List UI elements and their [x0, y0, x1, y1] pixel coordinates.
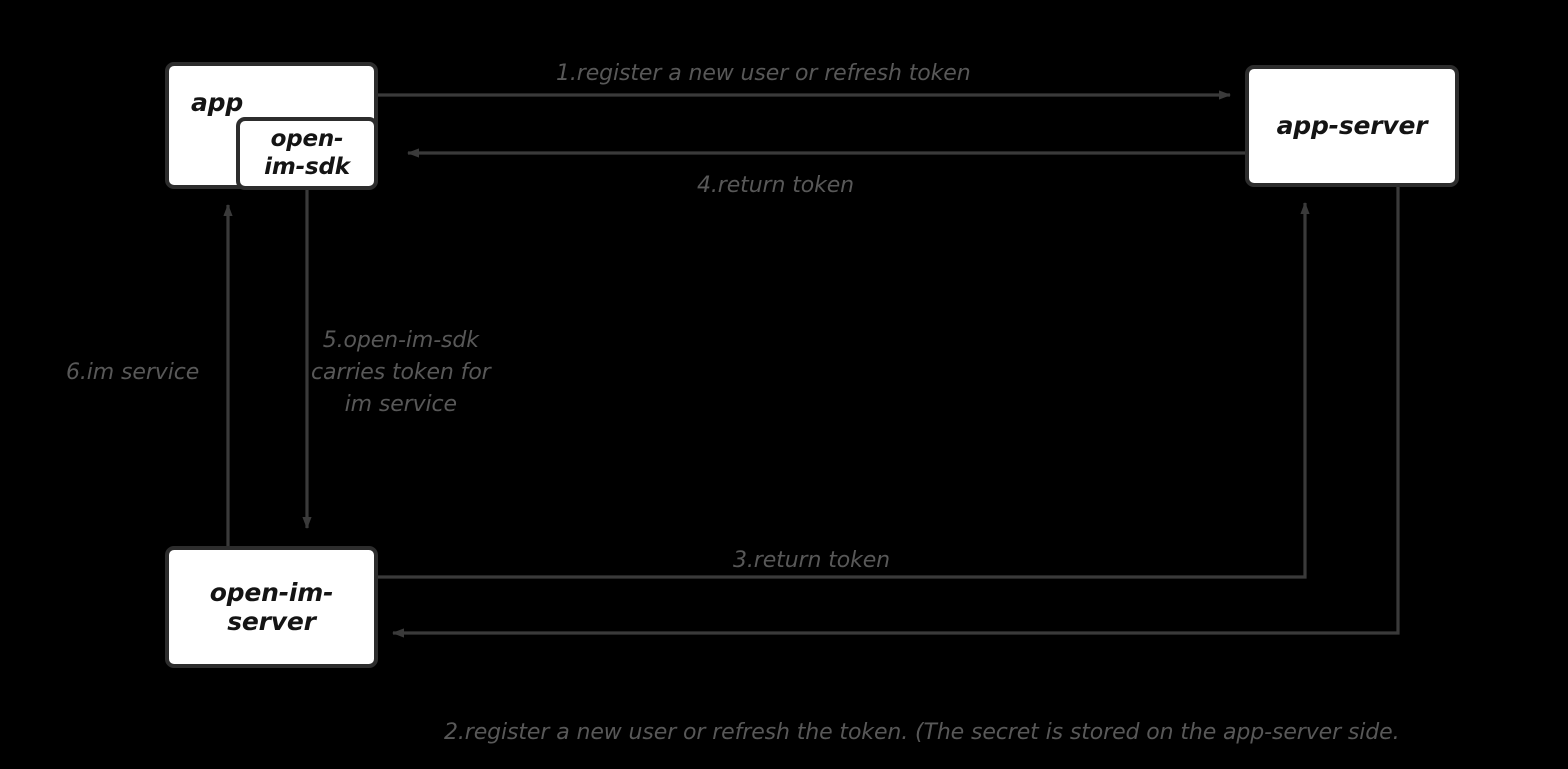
node-open-im-server-label: open-im- server	[209, 577, 334, 637]
edge-label-2-line-1: 2.register a new user or refresh the tok…	[444, 720, 1400, 746]
node-open-im-sdk[interactable]: open- im-sdk	[236, 117, 378, 190]
node-app-server[interactable]: app-server	[1245, 65, 1459, 187]
node-open-im-sdk-label: open- im-sdk	[264, 126, 350, 180]
edge-label-3-return-token: 3.return token	[733, 548, 891, 573]
node-app-server-label: app-server	[1276, 111, 1428, 141]
edge-label-4-return-token: 4.return token	[697, 173, 855, 198]
edge-2-register-line	[392, 187, 1400, 638]
edge-label-6-im-service: 6.im service	[66, 360, 200, 385]
node-app-label: app	[191, 88, 244, 117]
edge-label-5-sdk-carries-token: 5.open-im-sdk carries token for im servi…	[311, 328, 491, 417]
node-open-im-server[interactable]: open-im- server	[165, 546, 378, 668]
edge-label-1-register: 1.register a new user or refresh token	[556, 61, 971, 86]
edge-3-return-token-line	[378, 202, 1310, 579]
edge-label-2-register-secret: 2.register a new user or refresh the tok…	[444, 652, 1400, 769]
